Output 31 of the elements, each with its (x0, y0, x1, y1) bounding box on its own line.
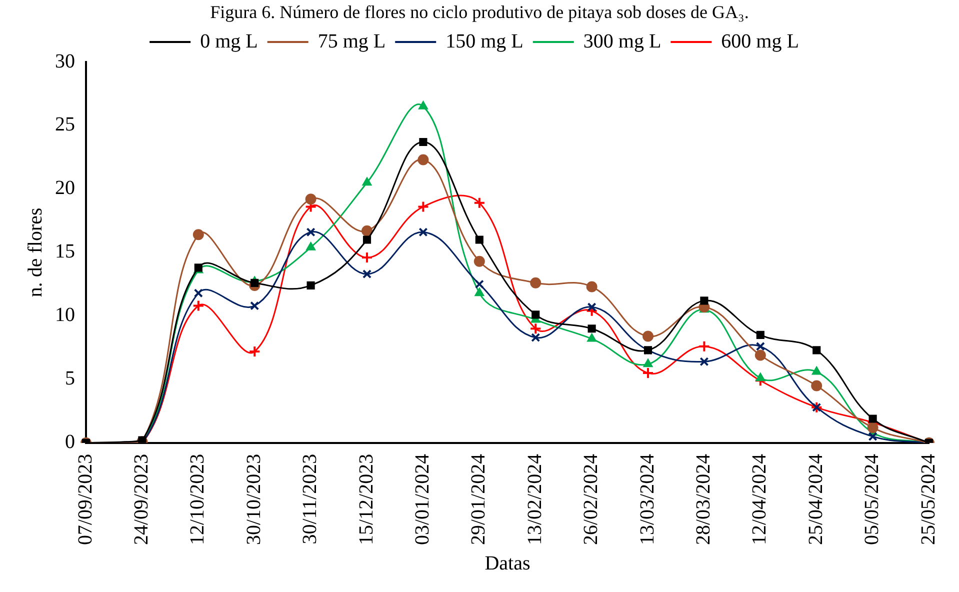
legend-label: 0 mg L (200, 30, 258, 52)
y-tick-label: 0 (65, 431, 75, 454)
y-tick-label: 30 (55, 50, 75, 72)
y-tick-label: 20 (55, 177, 75, 200)
x-tick-label: 25/04/2024 (804, 454, 827, 546)
chart-title: Figura 6. Número de flores no ciclo produtivo de pitaya sob doses de GA₃. (209, 2, 750, 23)
x-tick-label: 15/12/2023 (355, 454, 378, 546)
legend-label: 600 mg L (721, 30, 799, 52)
x-tick-label: 25/05/2024 (917, 454, 940, 546)
x-tick-label: 29/01/2024 (468, 454, 490, 546)
x-tick-label: 28/03/2024 (692, 454, 714, 546)
y-tick-label: 10 (55, 304, 75, 326)
y-tick-label: 25 (55, 114, 75, 136)
x-tick-label: 26/02/2024 (580, 454, 602, 546)
legend-label: 300 mg L (583, 30, 662, 52)
x-tick-label: 05/05/2024 (861, 454, 884, 546)
legend-label: 150 mg L (446, 30, 524, 52)
x-tick-label: 30/11/2023 (299, 454, 322, 544)
y-tick-label: 5 (65, 368, 75, 390)
y-axis-title: n. de flores (24, 208, 46, 298)
x-tick-label: 07/09/2023 (74, 454, 96, 546)
x-tick-label: 24/09/2023 (130, 454, 152, 546)
x-tick-label: 13/02/2024 (524, 454, 546, 546)
legend-label: 75 mg L (318, 30, 386, 52)
x-tick-label: 30/10/2023 (242, 454, 265, 546)
x-tick-label: 03/01/2024 (411, 454, 434, 546)
x-tick-label: 12/04/2024 (748, 454, 771, 546)
x-axis-title: Datas (484, 552, 530, 574)
x-tick-label: 12/10/2023 (186, 454, 209, 546)
y-tick-label: 15 (55, 240, 75, 263)
x-tick-label: 13/03/2024 (636, 454, 658, 546)
